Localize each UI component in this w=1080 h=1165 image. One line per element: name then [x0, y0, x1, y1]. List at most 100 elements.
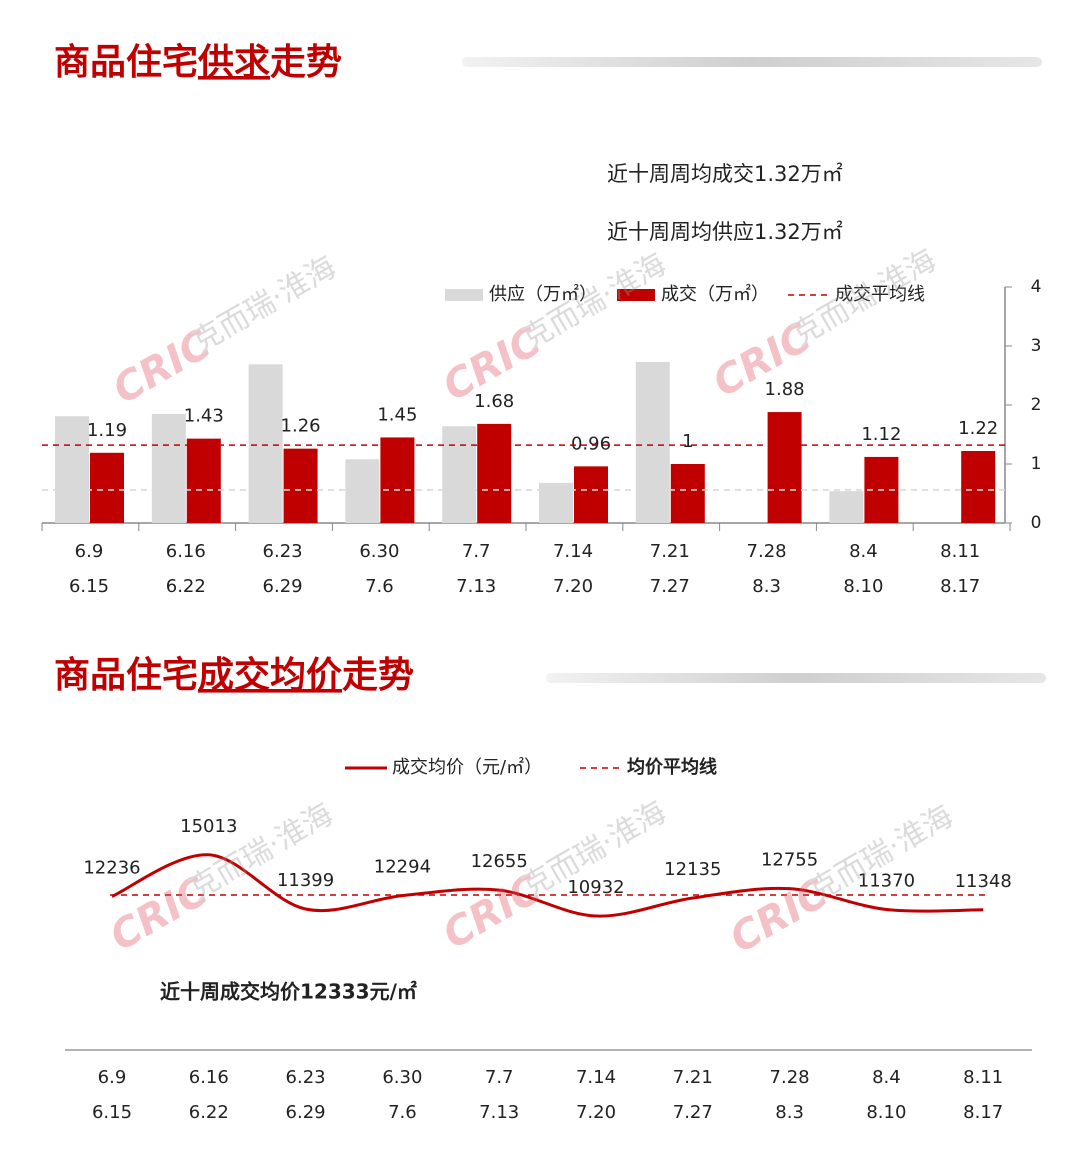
x-tick-label: 8.3: [775, 1102, 804, 1123]
bar: [380, 437, 415, 523]
annotation: 近十周周均成交1.32万㎡: [607, 162, 843, 186]
x-tick-label: 8.17: [940, 576, 980, 597]
x-tick-label: 8.11: [940, 541, 980, 562]
x-tick-label: 7.7: [485, 1067, 514, 1088]
x-tick-label: 7.21: [650, 541, 690, 562]
data-label: 12755: [761, 850, 818, 871]
x-tick-label: 7.27: [650, 576, 690, 597]
header-decoration: [546, 673, 1046, 683]
x-tick-label: 7.21: [673, 1067, 713, 1088]
x-tick-label: 7.20: [576, 1102, 616, 1123]
annotation: 近十周周均供应1.32万㎡: [607, 220, 843, 244]
title-part: 走势: [342, 655, 414, 696]
y2-tick-label: 1: [1031, 454, 1042, 474]
title-part: 商品住宅: [54, 41, 198, 83]
x-tick-label: 8.3: [752, 576, 781, 597]
bar: [90, 452, 124, 523]
title-part: 成交均价: [198, 654, 342, 696]
data-label: 1.12: [861, 424, 901, 445]
annotation: 近十周成交均价12333元/㎡: [160, 980, 417, 1004]
x-tick-label: 6.23: [286, 1067, 326, 1088]
bar: [186, 438, 221, 523]
x-tick-label: 7.6: [388, 1102, 417, 1123]
x-tick-label: 7.7: [462, 541, 491, 562]
data-label: 1.88: [765, 379, 805, 400]
x-tick-label: 7.14: [576, 1067, 616, 1088]
x-tick-label: 6.30: [382, 1067, 422, 1088]
x-tick-label: 6.23: [263, 541, 303, 562]
data-label: 0.96: [571, 433, 611, 454]
x-tick-label: 6.16: [189, 1067, 229, 1088]
title-part: 商品住宅: [54, 654, 198, 696]
legend-label: 成交（万㎡）: [661, 283, 769, 305]
bar: [670, 464, 705, 523]
section-title: 商品住宅成交均价走势: [54, 654, 414, 696]
x-tick-label: 8.11: [963, 1067, 1003, 1088]
bar: [635, 361, 670, 523]
bar: [961, 451, 996, 523]
bar: [55, 416, 89, 523]
bar: [829, 491, 864, 523]
x-tick-label: 6.9: [98, 1067, 127, 1088]
data-label: 12655: [471, 851, 528, 872]
legend-swatch: [617, 289, 655, 301]
watermark-text: 克而瑞·淮海: [803, 799, 959, 909]
y2-tick-label: 3: [1031, 336, 1042, 356]
x-tick-label: 6.29: [263, 576, 303, 597]
legend-label: 供应（万㎡）: [489, 283, 597, 305]
x-tick-label: 6.29: [286, 1102, 326, 1123]
data-label: 1.45: [377, 404, 417, 425]
bar: [767, 412, 802, 523]
legend-swatch: [445, 289, 483, 301]
bar: [345, 459, 380, 523]
line: [111, 853, 984, 918]
data-label: 1.22: [958, 418, 998, 439]
data-label: 1.68: [474, 391, 514, 412]
data-label: 1.26: [281, 416, 321, 437]
data-label: 1.19: [87, 420, 127, 441]
bar: [574, 466, 608, 523]
x-tick-label: 6.30: [359, 541, 399, 562]
data-label: 12294: [374, 857, 431, 878]
bar: [151, 413, 186, 523]
x-tick-label: 7.20: [553, 576, 593, 597]
y2-tick-label: 2: [1031, 395, 1042, 415]
data-label: 11399: [277, 870, 334, 891]
x-tick-label: 7.6: [365, 576, 394, 597]
x-tick-label: 6.16: [166, 541, 206, 562]
bar: [442, 426, 477, 523]
x-tick-label: 7.14: [553, 541, 593, 562]
section-title: 商品住宅供求走势: [54, 41, 342, 83]
header-decoration: [462, 57, 1042, 67]
x-tick-label: 8.4: [872, 1067, 901, 1088]
x-tick-label: 8.10: [866, 1102, 906, 1123]
data-label: 11370: [858, 870, 915, 891]
bar: [539, 482, 573, 523]
x-tick-label: 7.13: [456, 576, 496, 597]
bar: [248, 364, 283, 523]
bar: [477, 423, 512, 523]
x-tick-label: 8.17: [963, 1102, 1003, 1123]
y2-tick-label: 4: [1031, 277, 1042, 297]
data-label: 1: [682, 431, 693, 452]
data-label: 12236: [83, 857, 140, 878]
y2-tick-label: 0: [1031, 513, 1042, 533]
data-label: 12135: [664, 859, 721, 880]
x-tick-label: 7.28: [770, 1067, 810, 1088]
data-label: 15013: [180, 816, 237, 837]
x-tick-label: 6.15: [92, 1102, 132, 1123]
bar: [283, 448, 318, 523]
x-tick-label: 7.27: [673, 1102, 713, 1123]
legend-label: 均价平均线: [627, 756, 717, 778]
x-tick-label: 8.10: [843, 576, 883, 597]
x-tick-label: 7.28: [747, 541, 787, 562]
x-tick-label: 6.22: [189, 1102, 229, 1123]
data-label: 11348: [955, 871, 1012, 892]
title-part: 供求: [198, 42, 270, 83]
x-tick-label: 6.9: [75, 541, 104, 562]
